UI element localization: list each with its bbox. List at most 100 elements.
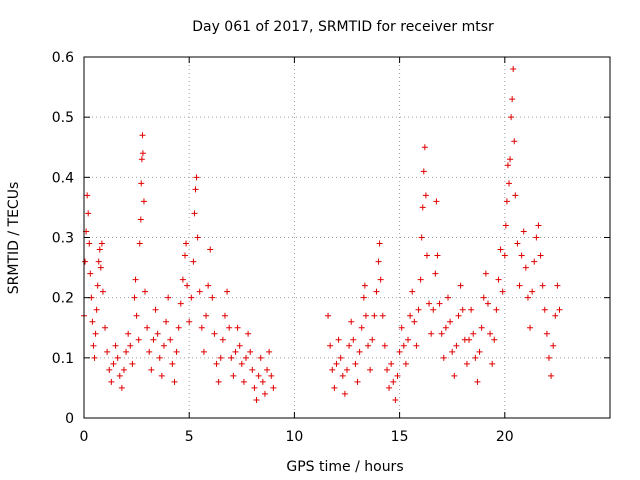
data-point [84,192,91,199]
data-point [127,342,134,349]
data-point [215,378,222,385]
data-point [409,288,416,295]
data-point [139,132,146,139]
data-point [529,288,536,295]
data-point [362,312,369,319]
data-point [478,324,485,331]
data-point [440,354,447,361]
data-point [524,294,531,301]
y-tick-label: 0.6 [52,50,74,66]
y-tick-label: 0.1 [52,351,74,367]
data-point [167,336,174,343]
data-point [221,312,228,319]
data-point [148,366,155,373]
data-point [537,252,544,259]
data-point [400,342,407,349]
data-point [369,336,376,343]
data-point [415,306,422,313]
data-point [398,324,405,331]
data-point [150,336,157,343]
data-point [93,306,100,313]
data-point [423,252,430,259]
data-point [447,318,454,325]
data-point [499,288,506,295]
data-point [535,222,542,229]
data-point [413,342,420,349]
data-point [171,378,178,385]
data-point [358,324,365,331]
data-point [507,156,514,163]
data-point [144,324,151,331]
data-point [501,252,508,259]
data-point [136,240,143,247]
data-point [377,276,384,283]
data-point [325,312,332,319]
data-point [247,348,254,355]
data-point [97,264,104,271]
data-point [419,204,426,211]
data-point [131,294,138,301]
data-point [350,336,357,343]
data-point [184,282,191,289]
data-point [175,324,182,331]
data-point [522,264,529,271]
data-point [224,288,231,295]
data-point [108,378,115,385]
data-point [346,342,353,349]
data-point [506,180,513,187]
data-point [491,336,498,343]
data-point [556,306,563,313]
data-point [402,360,409,367]
data-point [264,366,271,373]
data-point [156,354,163,361]
data-points [81,66,563,403]
data-point [550,342,557,349]
data-point [163,318,170,325]
data-point [89,318,96,325]
data-point [154,330,161,337]
data-point [375,258,382,265]
data-point [123,348,130,355]
data-point [480,294,487,301]
data-point [383,366,390,373]
data-point [474,378,481,385]
data-point [432,270,439,277]
data-point [503,198,510,205]
data-point [129,360,136,367]
data-point [230,372,237,379]
data-point [476,348,483,355]
data-point [554,282,561,289]
data-point [251,384,258,391]
data-point [86,240,93,247]
data-point [245,330,252,337]
data-point [139,150,146,157]
data-point [135,336,142,343]
data-point [331,384,338,391]
data-point [165,294,172,301]
data-point [533,234,540,241]
data-point [433,198,440,205]
data-point [94,282,101,289]
y-tick-label: 0.4 [52,170,74,186]
data-point [444,294,451,301]
data-point [183,240,190,247]
data-point [160,342,167,349]
data-point [339,372,346,379]
data-point [191,210,198,217]
data-point [390,378,397,385]
data-point [193,174,200,181]
data-point [545,354,552,361]
data-point [396,348,403,355]
data-point [541,306,548,313]
data-point [138,180,145,187]
data-point [548,372,555,379]
data-point [192,186,199,193]
data-point [482,270,489,277]
data-point [484,300,491,307]
data-point [268,372,275,379]
data-point [504,162,511,169]
data-point [367,366,374,373]
data-point [457,282,464,289]
data-point [511,138,518,145]
data-point [426,300,433,307]
